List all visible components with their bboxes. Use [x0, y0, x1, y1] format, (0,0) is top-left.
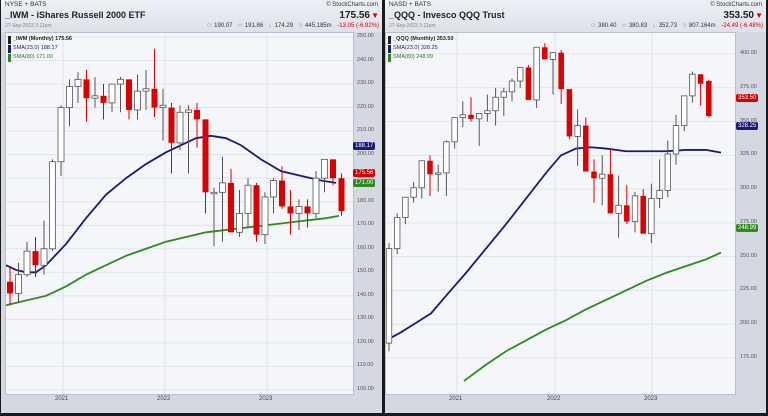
ohlc-row: O: 380.40 H: 380.83 L: 352.73 V: 807.164…: [587, 23, 763, 29]
iwm-chart-panel: NYSE + BATS _IWM - iShares Russell 2000 …: [1, 0, 382, 413]
price-plot-area[interactable]: _QQQ (Monthly) 353.50 SMA(23,0) 328.25 S…: [385, 32, 736, 395]
legend-sma23: SMA(23,0) 188.17: [8, 44, 72, 53]
legend-swatch: [388, 44, 391, 53]
change-value: -13.05 (-6.92%): [337, 23, 379, 29]
low-value: 352.73: [658, 23, 678, 29]
sma80-price-tag: 248.99: [736, 224, 759, 232]
chart-header: NASD + BATS _QQQ - Invesco QQQ Trust 27-…: [385, 0, 766, 32]
high-value: 191.86: [244, 23, 264, 29]
y-tick-label: 375.00: [740, 83, 757, 90]
legend-sma23-label: SMA(23,0) 328.25: [393, 45, 438, 51]
x-tick-label: 2022: [547, 396, 561, 402]
y-tick-label: 180.00: [357, 197, 374, 204]
y-tick-label: 120.00: [357, 338, 374, 345]
high-value: 380.83: [628, 23, 648, 29]
y-tick-label: 110.00: [357, 362, 374, 369]
volume-label: V:: [298, 23, 304, 29]
down-arrow-icon: ▼: [371, 11, 379, 20]
chart-date: 27-Sep-2023 3:11pm: [389, 23, 436, 29]
y-tick-label: 325.00: [740, 151, 757, 158]
y-tick-label: 300.00: [740, 185, 757, 192]
volume-label: V:: [682, 23, 688, 29]
change-value: -24.49 (-6.48%): [721, 23, 763, 29]
brand-logo[interactable]: © StockCharts.com: [326, 2, 378, 8]
y-tick-label: 150.00: [357, 268, 374, 275]
exchange-label: NASD + BATS: [389, 1, 431, 8]
sma80-price-tag: 171.00: [353, 179, 376, 187]
legend-swatch: [388, 53, 391, 62]
last-price: 175.56: [339, 10, 370, 21]
y-tick-label: 140.00: [357, 291, 374, 298]
legend-sma80: SMA(80) 248.99: [388, 53, 454, 62]
exchange-label: NYSE + BATS: [5, 1, 47, 8]
candlestick-chart: [6, 33, 353, 394]
legend-main: _QQQ (Monthly) 353.50: [388, 35, 454, 44]
sma23-price-tag: 328.25: [736, 122, 759, 130]
y-tick-label: 225.00: [740, 286, 757, 293]
chart-title: _IWM - iShares Russell 2000 ETF: [5, 10, 146, 20]
price-plot-area[interactable]: _IWM (Monthly) 175.56 SMA(23,0) 188.17 S…: [5, 32, 354, 395]
low-label: L:: [652, 23, 658, 29]
high-label: H:: [622, 23, 628, 29]
y-tick-label: 210.00: [357, 127, 374, 134]
open-value: 190.07: [214, 23, 233, 29]
open-label: O:: [207, 23, 213, 29]
x-tick-label: 2023: [644, 396, 658, 402]
low-value: 174.29: [274, 23, 294, 29]
legend-sma80: SMA(80) 171.00: [8, 53, 72, 62]
open-value: 380.40: [598, 23, 617, 29]
y-tick-label: 170.00: [357, 221, 374, 228]
y-tick-label: 400.00: [740, 50, 757, 56]
y-tick-label: 250.00: [740, 252, 757, 259]
x-tick-label: 2022: [157, 396, 171, 402]
ohlc-row: O: 190.07 H: 191.86 L: 174.29 V: 445.185…: [203, 23, 379, 29]
y-tick-label: 220.00: [357, 103, 374, 110]
x-tick-label: 2023: [259, 396, 273, 402]
qqq-chart-panel: NASD + BATS _QQQ - Invesco QQQ Trust 27-…: [385, 0, 766, 413]
low-label: L:: [268, 23, 274, 29]
legend-sma23: SMA(23,0) 328.25: [388, 44, 454, 53]
y-tick-label: 230.00: [357, 80, 374, 87]
legend-swatch: [8, 44, 11, 53]
chart-date: 27-Sep-2023 3:11pm: [5, 23, 52, 29]
chart-header: NYSE + BATS _IWM - iShares Russell 2000 …: [1, 0, 382, 32]
open-label: O:: [591, 23, 597, 29]
volume-value: 445.185m: [304, 23, 332, 29]
last-price-tag: 175.56: [353, 169, 376, 177]
brand-logo[interactable]: © StockCharts.com: [710, 2, 762, 8]
y-tick-label: 190.00: [357, 174, 374, 181]
sma23-price-tag: 188.17: [353, 142, 376, 150]
y-tick-label: 130.00: [357, 315, 374, 322]
y-tick-label: 240.00: [357, 56, 374, 63]
y-tick-label: 175.00: [740, 353, 757, 360]
legend-swatch: [8, 53, 11, 62]
y-tick-label: 200.00: [740, 320, 757, 327]
y-tick-label: 200.00: [357, 150, 374, 157]
y-tick-label: 350.00: [740, 117, 757, 124]
x-tick-label: 2021: [55, 396, 69, 402]
y-tick-label: 275.00: [740, 218, 757, 225]
x-tick-label: 2021: [449, 396, 463, 402]
chart-legend: _IWM (Monthly) 175.56 SMA(23,0) 188.17 S…: [8, 35, 72, 62]
legend-main-label: _QQQ (Monthly) 353.50: [393, 36, 454, 42]
high-label: H:: [238, 23, 244, 29]
down-arrow-icon: ▼: [755, 11, 763, 20]
last-price: 353.50: [723, 10, 754, 21]
volume-value: 807.164m: [688, 23, 716, 29]
chart-title: _QQQ - Invesco QQQ Trust: [389, 10, 505, 20]
legend-sma23-label: SMA(23,0) 188.17: [13, 45, 58, 51]
chart-legend: _QQQ (Monthly) 353.50 SMA(23,0) 328.25 S…: [388, 35, 454, 62]
legend-swatch: [8, 35, 11, 44]
y-tick-label: 250.00: [357, 33, 374, 39]
last-price-tag: 353.50: [736, 94, 759, 102]
legend-sma80-label: SMA(80) 171.00: [13, 54, 54, 60]
candlestick-chart: [386, 33, 735, 394]
legend-sma80-label: SMA(80) 248.99: [393, 54, 434, 60]
y-tick-label: 100.00: [357, 385, 374, 392]
legend-main: _IWM (Monthly) 175.56: [8, 35, 72, 44]
legend-swatch: [388, 35, 391, 44]
legend-main-label: _IWM (Monthly) 175.56: [13, 36, 72, 42]
y-tick-label: 160.00: [357, 244, 374, 251]
